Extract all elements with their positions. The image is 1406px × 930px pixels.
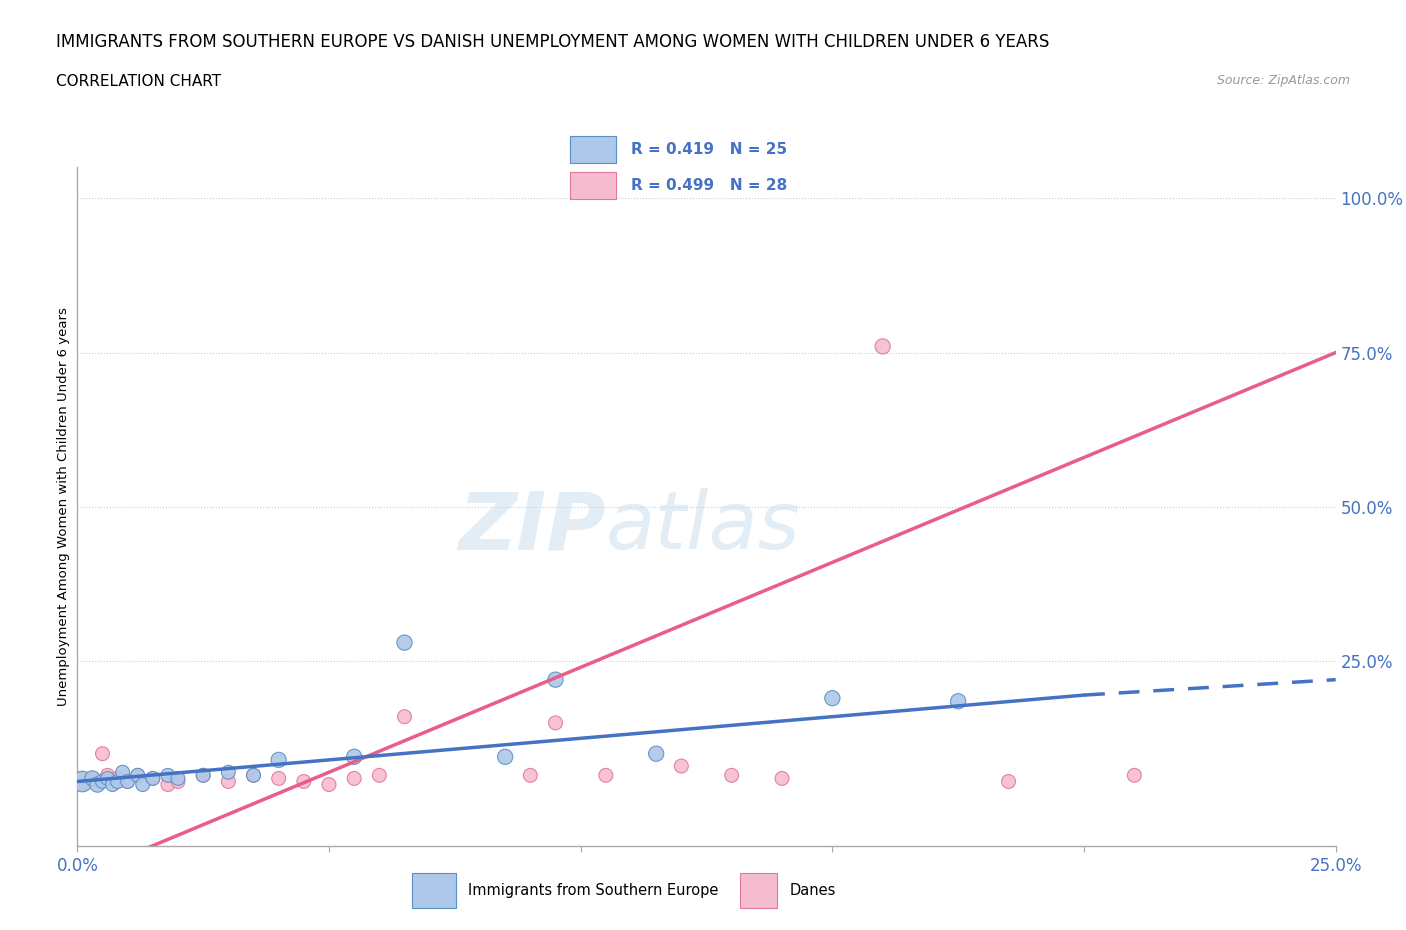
Point xyxy=(167,774,190,789)
Point xyxy=(997,774,1019,789)
Point xyxy=(91,774,114,789)
Point xyxy=(96,768,118,783)
Bar xyxy=(569,172,616,199)
Point xyxy=(720,768,742,783)
Point xyxy=(72,774,94,789)
Point xyxy=(544,715,567,730)
Point xyxy=(191,768,215,783)
Point xyxy=(671,759,693,774)
Point xyxy=(107,774,129,789)
Point xyxy=(242,768,264,783)
Point xyxy=(191,768,215,783)
Text: ZIP: ZIP xyxy=(458,488,606,566)
Point xyxy=(96,771,118,786)
Text: CORRELATION CHART: CORRELATION CHART xyxy=(56,74,221,89)
Point xyxy=(167,771,190,786)
Point xyxy=(142,771,165,786)
Point xyxy=(156,777,179,792)
Bar xyxy=(569,136,616,163)
Text: atlas: atlas xyxy=(606,488,800,566)
Point xyxy=(127,768,149,783)
Point xyxy=(217,764,239,779)
Point xyxy=(544,672,567,687)
Point xyxy=(267,771,290,786)
Point xyxy=(494,750,516,764)
Point xyxy=(86,777,108,792)
Point xyxy=(101,777,124,792)
Point xyxy=(242,768,264,783)
Point xyxy=(318,777,340,792)
Point xyxy=(595,768,617,783)
Point xyxy=(107,771,129,786)
Text: IMMIGRANTS FROM SOUTHERN EUROPE VS DANISH UNEMPLOYMENT AMONG WOMEN WITH CHILDREN: IMMIGRANTS FROM SOUTHERN EUROPE VS DANIS… xyxy=(56,33,1050,50)
Point xyxy=(519,768,541,783)
Y-axis label: Unemployment Among Women with Children Under 6 years: Unemployment Among Women with Children U… xyxy=(58,308,70,706)
Point xyxy=(132,777,155,792)
Point xyxy=(156,768,179,783)
Text: Immigrants from Southern Europe: Immigrants from Southern Europe xyxy=(468,883,718,898)
Point xyxy=(217,774,239,789)
Text: R = 0.499   N = 28: R = 0.499 N = 28 xyxy=(631,178,787,193)
Point xyxy=(343,771,366,786)
Text: R = 0.419   N = 25: R = 0.419 N = 25 xyxy=(631,142,787,157)
Point xyxy=(117,774,139,789)
Point xyxy=(394,710,416,724)
Bar xyxy=(412,872,456,909)
Bar xyxy=(740,872,778,909)
Text: Danes: Danes xyxy=(790,883,837,898)
Text: Source: ZipAtlas.com: Source: ZipAtlas.com xyxy=(1216,74,1350,87)
Point xyxy=(72,774,94,789)
Point xyxy=(82,771,104,786)
Point xyxy=(82,771,104,786)
Point xyxy=(645,746,668,761)
Point xyxy=(872,339,894,353)
Point xyxy=(1123,768,1146,783)
Point xyxy=(948,694,970,709)
Point xyxy=(821,691,844,706)
Point xyxy=(368,768,391,783)
Point xyxy=(267,752,290,767)
Point xyxy=(770,771,793,786)
Point xyxy=(292,774,315,789)
Point xyxy=(142,771,165,786)
Point xyxy=(343,750,366,764)
Point xyxy=(394,635,416,650)
Point xyxy=(111,764,134,779)
Point xyxy=(117,774,139,789)
Point xyxy=(127,768,149,783)
Point xyxy=(91,746,114,761)
